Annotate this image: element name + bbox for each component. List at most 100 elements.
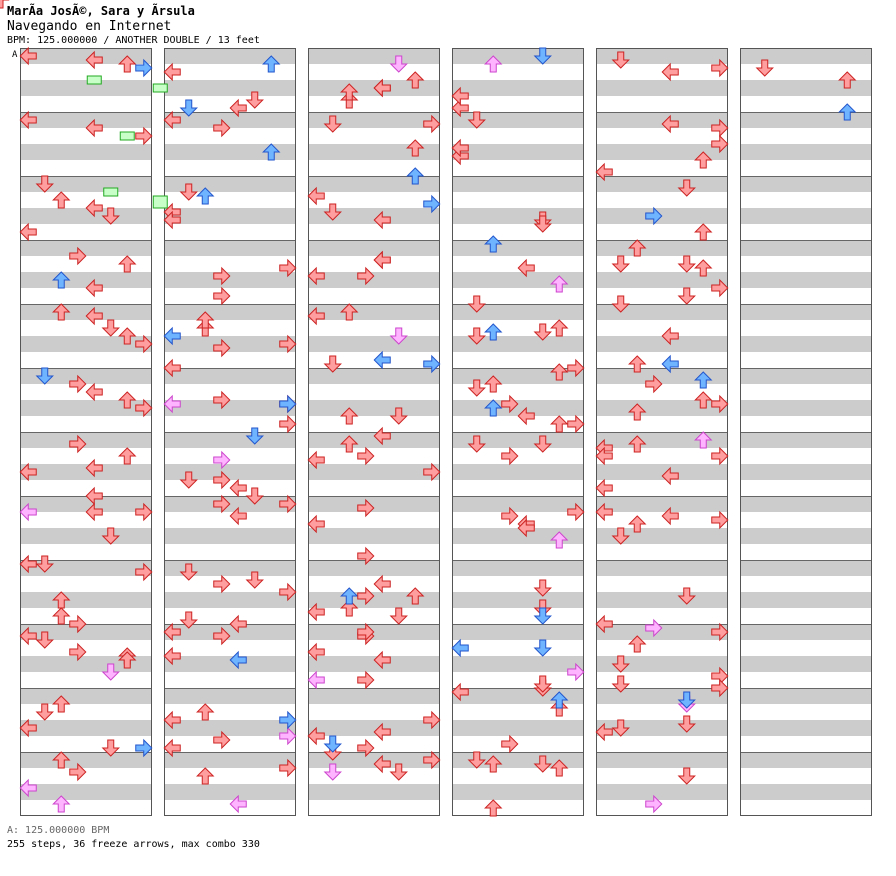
measure-stripe: [452, 304, 584, 320]
measure-stripe: [164, 160, 296, 176]
measure-stripe: [596, 288, 728, 304]
measure-stripe: [740, 432, 872, 448]
measure-stripe: [20, 400, 152, 416]
measure-stripe: [740, 384, 872, 400]
measure-stripe: [452, 64, 584, 80]
measure-stripe: [452, 224, 584, 240]
step-arrow: [0, 0, 9, 9]
measure-stripe: [164, 512, 296, 528]
measure-stripe: [452, 400, 584, 416]
measure-stripe: [740, 512, 872, 528]
measure-stripe: [452, 336, 584, 352]
measure-stripe: [452, 48, 584, 64]
measure-stripe: [20, 240, 152, 256]
measure-stripe: [164, 224, 296, 240]
measure-stripe: [308, 96, 440, 112]
measure-stripe: [740, 800, 872, 816]
measure-stripe: [740, 160, 872, 176]
measure-stripe: [740, 128, 872, 144]
measure-stripe: [596, 688, 728, 704]
measure-stripe: [164, 528, 296, 544]
freeze-arrow-body: [103, 187, 119, 197]
measure-stripe: [164, 624, 296, 640]
measure-stripe: [20, 416, 152, 432]
measure-stripe: [164, 352, 296, 368]
measure-stripe: [308, 432, 440, 448]
measure-stripe: [596, 448, 728, 464]
measure-stripe: [308, 128, 440, 144]
freeze-arrow-body: [86, 75, 102, 85]
measure-stripe: [20, 224, 152, 240]
measure-stripe: [452, 208, 584, 224]
measure-stripe: [308, 640, 440, 656]
measure-stripe: [740, 192, 872, 208]
measure-stripe: [308, 288, 440, 304]
measure-stripe: [164, 64, 296, 80]
measure-stripe: [308, 336, 440, 352]
measure-stripe: [164, 256, 296, 272]
measure-stripe: [20, 128, 152, 144]
column-border: [308, 48, 440, 816]
measure-stripe: [740, 640, 872, 656]
measure-stripe: [740, 112, 872, 128]
measure-stripe: [596, 144, 728, 160]
measure-stripe: [164, 656, 296, 672]
measure-stripe: [452, 656, 584, 672]
measure-stripe: [740, 352, 872, 368]
measure-stripe: [740, 784, 872, 800]
measure-stripe: [596, 512, 728, 528]
measure-stripe: [596, 160, 728, 176]
measure-stripe: [452, 464, 584, 480]
measure-stripe: [164, 448, 296, 464]
chart-info: BPM: 125.000000 / ANOTHER DOUBLE / 13 fe…: [7, 35, 260, 46]
measure-stripe: [740, 592, 872, 608]
measure-stripe: [596, 384, 728, 400]
measure-stripe: [596, 464, 728, 480]
measure-stripe: [164, 320, 296, 336]
freeze-arrow-body: [119, 131, 135, 141]
measure-stripe: [740, 672, 872, 688]
measure-stripe: [20, 176, 152, 192]
measure-stripe: [308, 176, 440, 192]
measure-stripe: [596, 480, 728, 496]
measure-stripe: [452, 80, 584, 96]
measure-stripe: [740, 608, 872, 624]
measure-stripe: [164, 400, 296, 416]
measure-stripe: [308, 496, 440, 512]
measure-stripe: [740, 304, 872, 320]
chart-column-2: [164, 48, 296, 816]
measure-stripe: [164, 336, 296, 352]
measure-stripe: [452, 256, 584, 272]
measure-stripe: [596, 176, 728, 192]
measure-stripe: [308, 736, 440, 752]
measure-stripe: [20, 320, 152, 336]
measure-stripe: [308, 560, 440, 576]
measure-stripe: [164, 272, 296, 288]
measure-stripe: [164, 368, 296, 384]
measure-stripe: [20, 800, 152, 816]
measure-stripe: [596, 784, 728, 800]
artist-name: MarÃ­a JosÃ©, Sara y Ãrsula: [7, 4, 195, 18]
measure-stripe: [164, 48, 296, 64]
measure-stripe: [596, 400, 728, 416]
measure-stripe: [596, 240, 728, 256]
measure-stripe: [596, 624, 728, 640]
measure-stripe: [20, 496, 152, 512]
measure-stripe: [308, 528, 440, 544]
measure-stripe: [20, 528, 152, 544]
measure-stripe: [20, 768, 152, 784]
measure-stripe: [308, 64, 440, 80]
measure-stripe: [20, 256, 152, 272]
measure-stripe: [740, 720, 872, 736]
measure-stripe: [740, 448, 872, 464]
measure-stripe: [20, 96, 152, 112]
measure-stripe: [452, 96, 584, 112]
measure-stripe: [164, 544, 296, 560]
measure-stripe: [20, 560, 152, 576]
measure-stripe: [164, 768, 296, 784]
measure-stripe: [164, 208, 296, 224]
measure-stripe: [596, 640, 728, 656]
measure-stripe: [308, 544, 440, 560]
measure-stripe: [740, 768, 872, 784]
